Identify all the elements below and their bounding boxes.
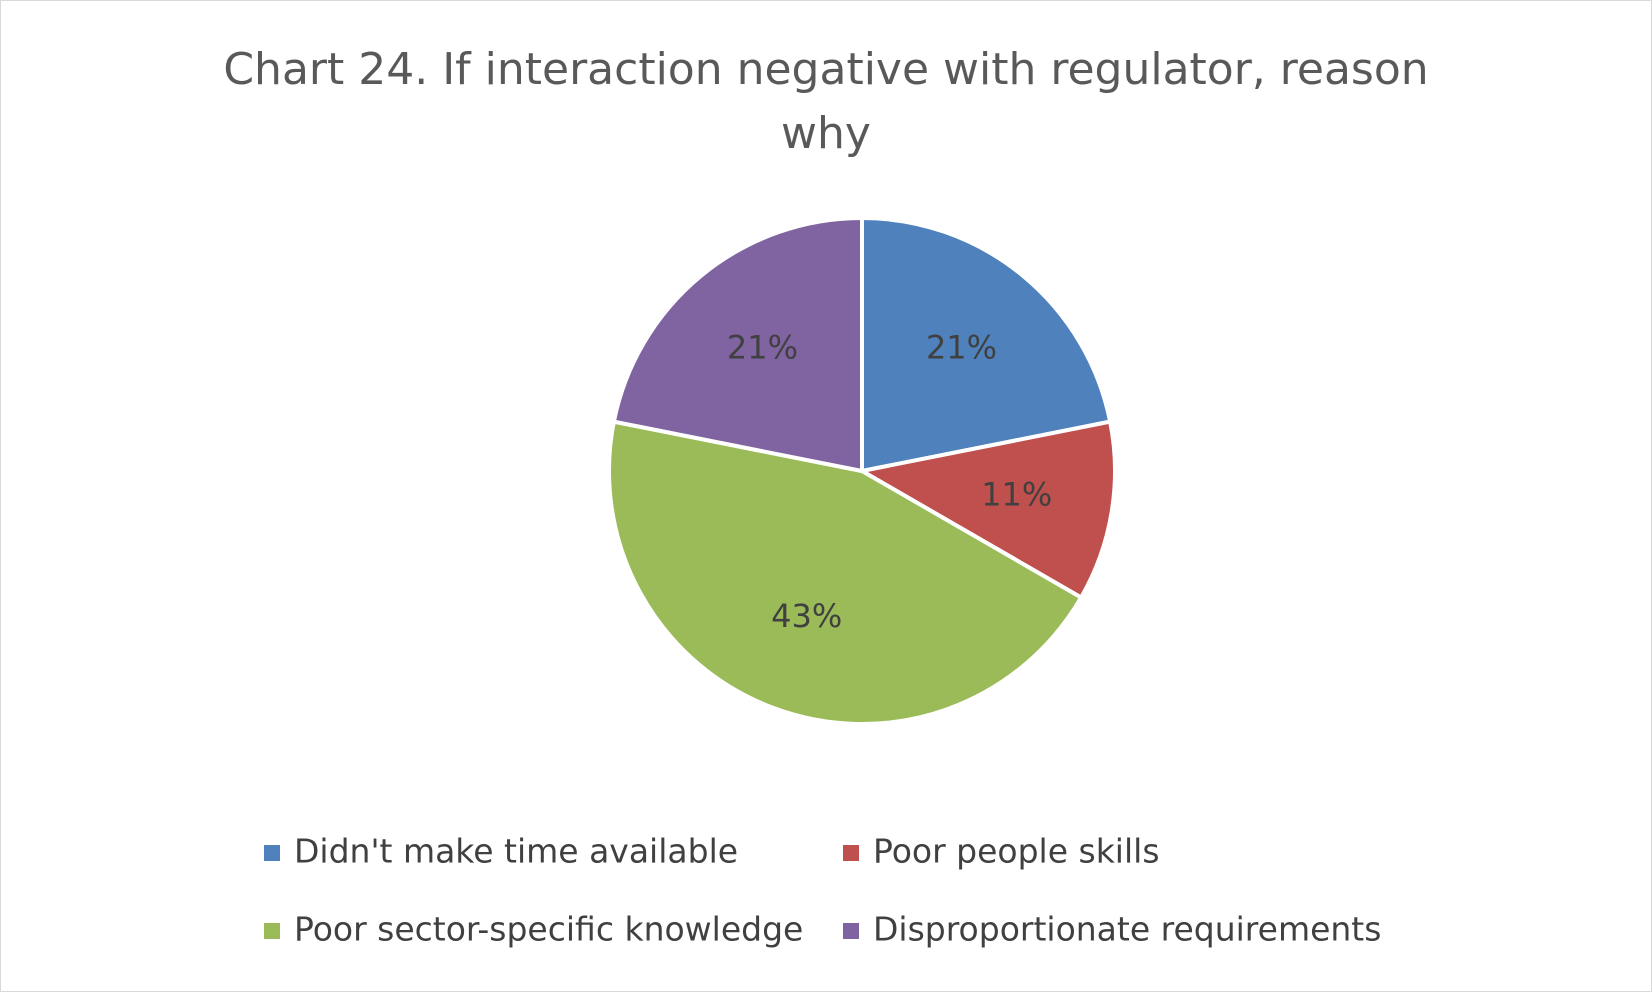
legend-swatch	[843, 845, 859, 861]
legend-label: Poor people skills	[873, 832, 1160, 871]
pie-slice	[860, 215, 1113, 474]
pie-slice	[856, 419, 1117, 601]
legend-label: Didn't make time available	[294, 832, 738, 871]
data-label: 21%	[727, 329, 798, 367]
data-label: 11%	[981, 476, 1052, 514]
pie-slice	[611, 215, 864, 474]
pie-slice	[607, 419, 1084, 726]
legend-label: Disproportionate requirements	[873, 910, 1381, 949]
data-label: 43%	[771, 597, 842, 635]
chart-title: Chart 24. If interaction negative with r…	[223, 44, 1429, 159]
data-label: 21%	[926, 329, 997, 367]
legend-swatch	[264, 845, 280, 861]
legend-swatch	[843, 923, 859, 939]
legend-swatch	[264, 923, 280, 939]
legend-label: Poor sector-specific knowledge	[294, 910, 803, 949]
